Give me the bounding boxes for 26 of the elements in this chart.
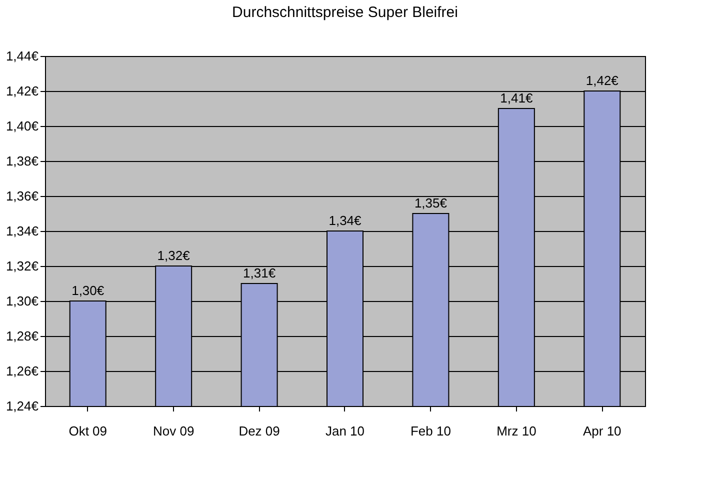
data-label: 1,30€ [72, 283, 105, 298]
data-label: 1,41€ [500, 90, 534, 106]
x-tick-label: Mrz 10 [496, 424, 536, 438]
x-tick-label: Apr 10 [582, 424, 622, 438]
y-tick-label: 1,30€ [6, 294, 40, 308]
x-tick-label: Okt 09 [68, 424, 108, 438]
chart-title: Durchschnittspreise Super Bleifrei [232, 4, 458, 21]
data-label: 1,31€ [243, 266, 276, 280]
y-tick-label: 1,24€ [6, 398, 40, 414]
y-tick-label: 1,32€ [6, 258, 40, 274]
data-label: 1,35€ [414, 196, 448, 210]
data-label: 1,42€ [586, 73, 620, 88]
y-tick-label: 1,26€ [6, 364, 40, 378]
x-tick-label: Feb 10 [410, 424, 451, 438]
y-tick-label: 1,42€ [6, 84, 40, 98]
y-tick-label: 1,40€ [6, 118, 40, 134]
y-tick-label: 1,44€ [6, 48, 40, 64]
y-tick-label: 1,28€ [6, 328, 40, 344]
y-tick-label: 1,38€ [6, 154, 40, 168]
x-tick-label: Nov 09 [152, 424, 194, 438]
x-tick-label: Jan 10 [325, 424, 365, 438]
data-label: 1,34€ [328, 213, 362, 228]
y-tick-label: 1,34€ [6, 224, 40, 238]
y-tick-label: 1,36€ [6, 188, 40, 204]
x-tick-label: Dez 09 [238, 424, 280, 438]
data-label: 1,32€ [157, 248, 191, 263]
